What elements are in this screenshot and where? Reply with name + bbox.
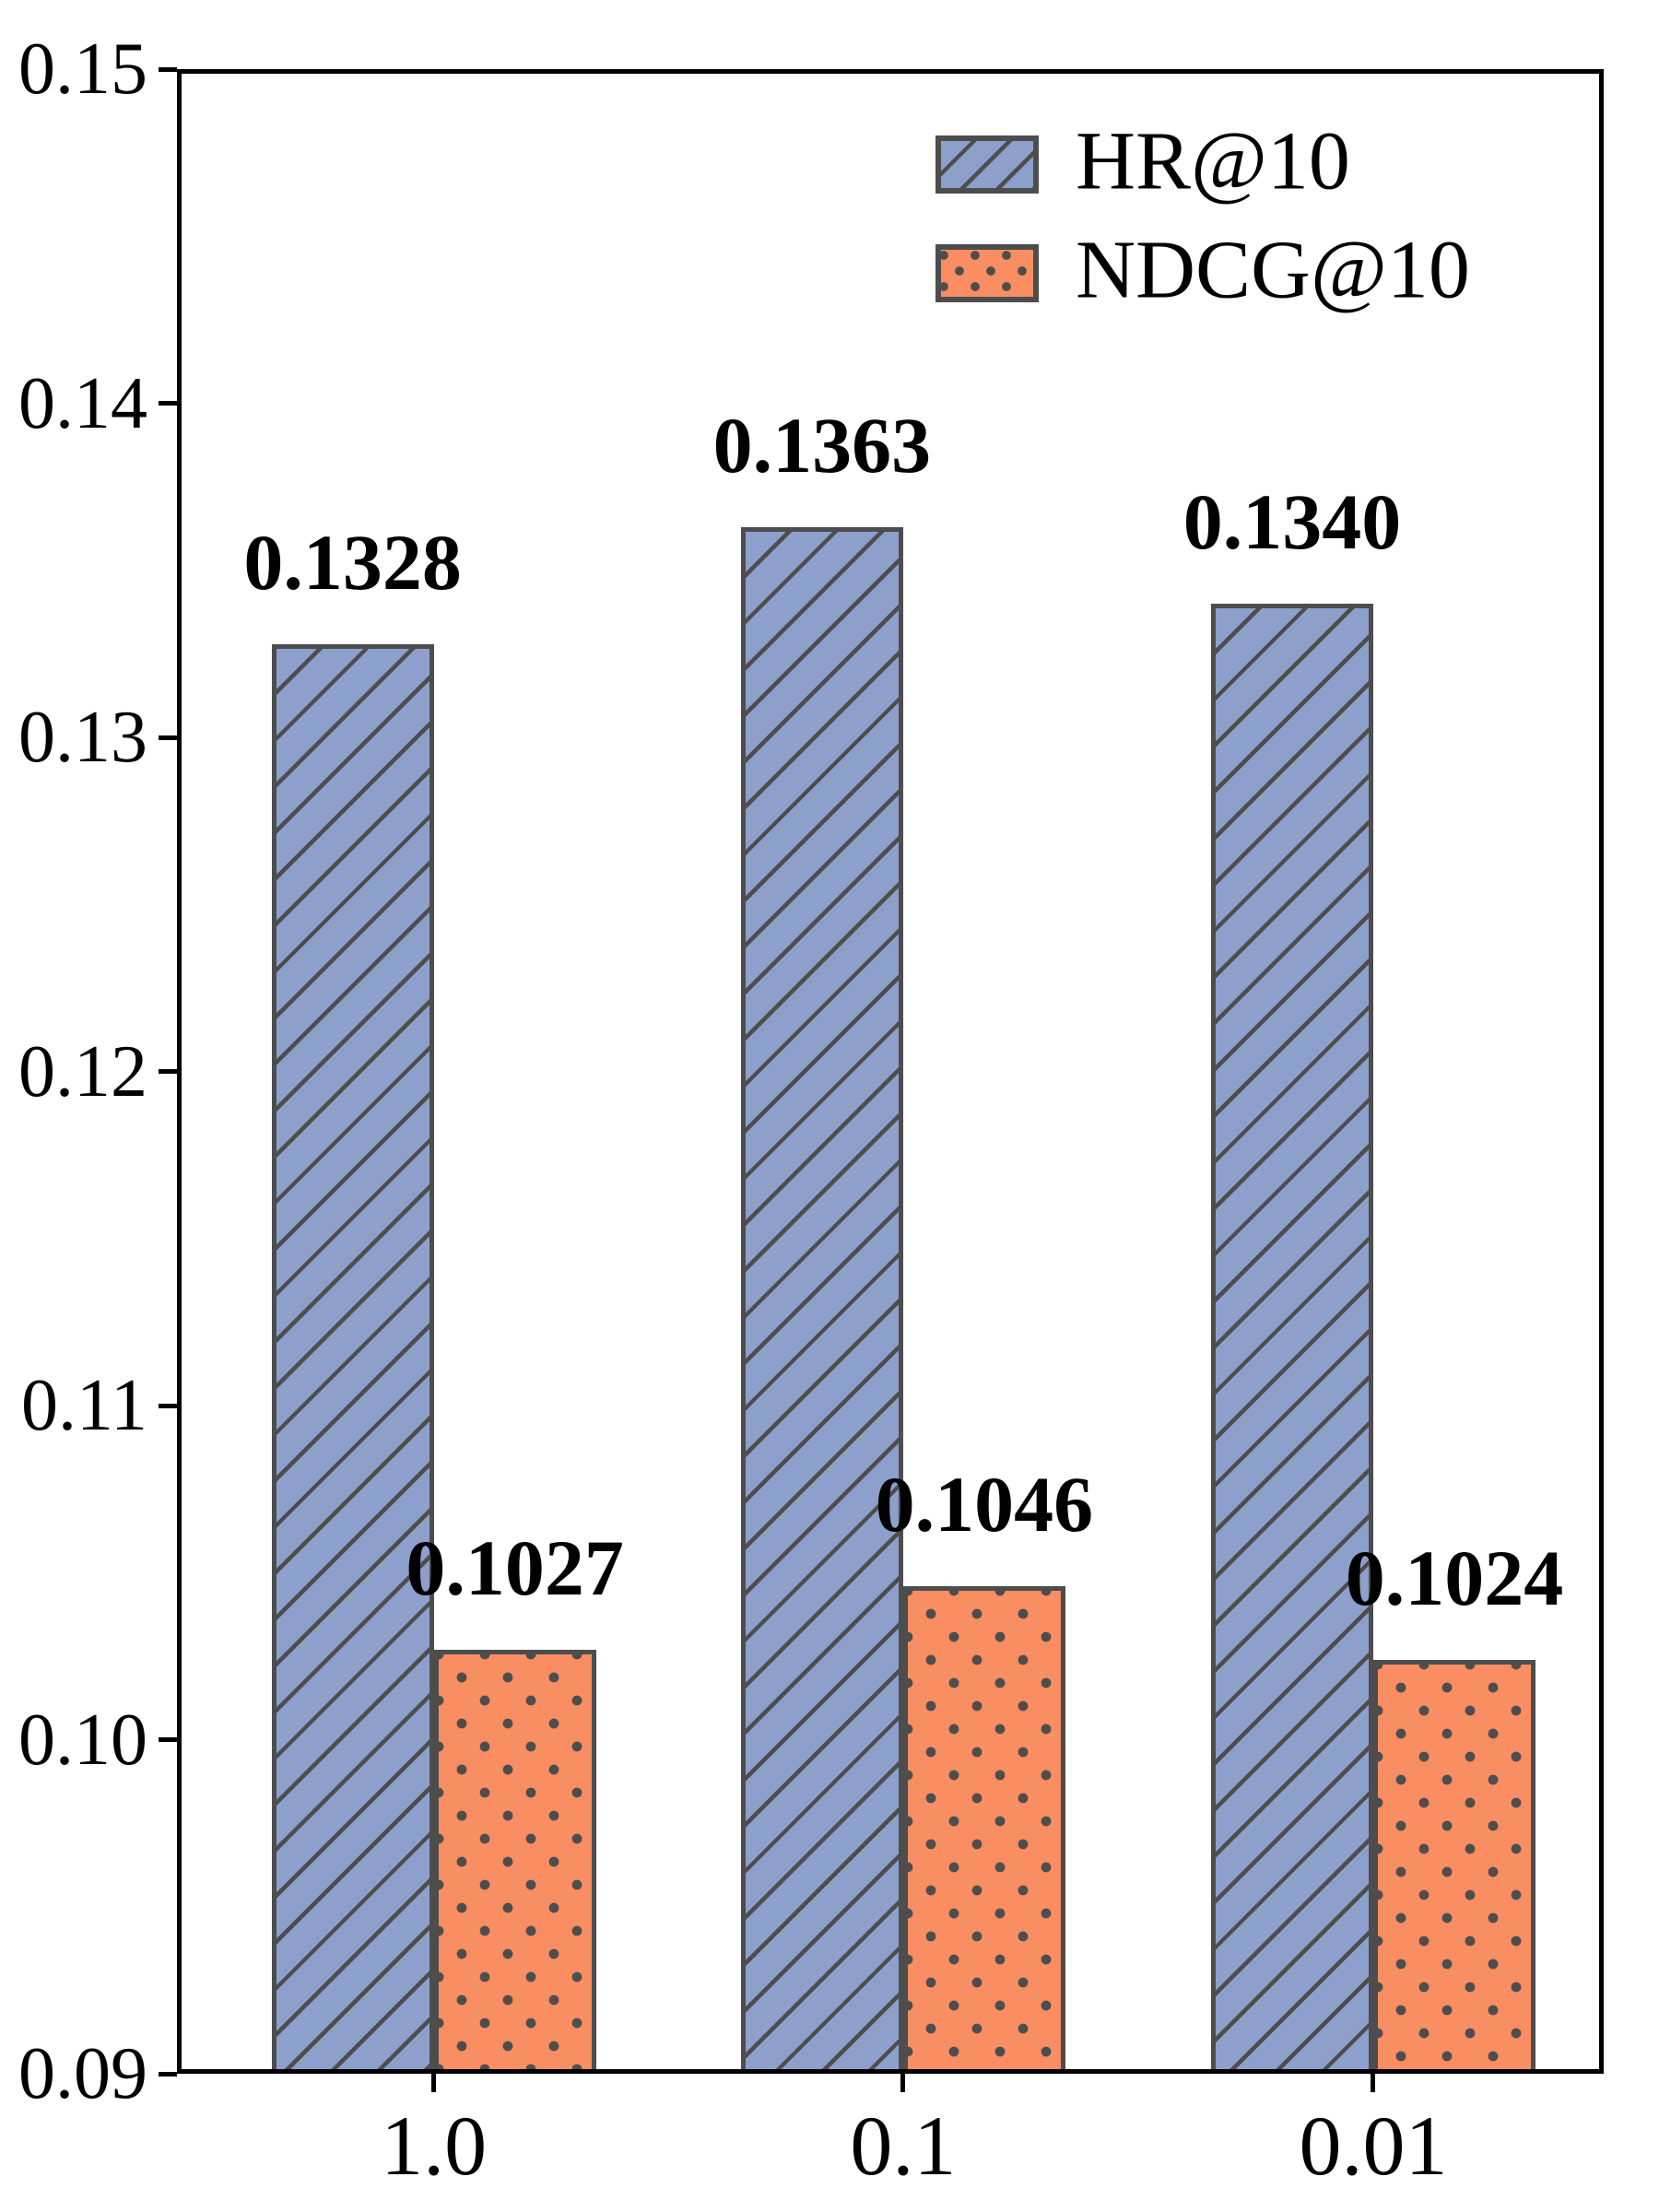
x-tick-label-0.1: 0.1 [850,2099,957,2193]
y-tick-label: 0.12 [18,1030,147,1112]
x-tick-label-0.01: 0.01 [1299,2099,1448,2193]
bar-hr10-1.0 [271,643,434,2071]
bar-ndcg10-0.01 [1372,1659,1535,2071]
bar-ndcg10-1.0 [433,1649,596,2071]
bar-value-label: 0.1340 [1182,477,1402,566]
legend-swatch-ndcg10 [935,244,1039,302]
y-tick-label: 0.09 [18,2033,147,2114]
x-tick-mark [900,2074,906,2092]
y-tick-mark [159,1737,177,1742]
bar-value-label: 0.1328 [243,517,462,606]
y-tick-label: 0.14 [18,362,147,444]
bar-value-label: 0.1024 [1345,1533,1564,1622]
bar-value-label: 0.1046 [875,1459,1094,1548]
bar-hr10-0.01 [1210,604,1373,2071]
y-tick-label: 0.10 [18,1699,147,1781]
bar-ndcg10-0.1 [902,1585,1065,2071]
x-tick-mark [431,2074,437,2092]
y-tick-mark [159,1403,177,1408]
y-tick-label: 0.13 [18,697,147,778]
y-tick-label: 0.11 [20,1365,147,1446]
bar-value-label: 0.1027 [406,1523,624,1612]
y-tick-mark [159,1069,177,1074]
y-tick-mark [159,66,177,72]
y-tick-label: 0.15 [18,29,147,110]
legend-swatch-hr10 [935,135,1039,194]
y-tick-mark [159,2071,177,2077]
y-tick-mark [159,401,177,406]
y-tick-mark [159,735,177,740]
x-tick-label-1.0: 1.0 [381,2099,488,2193]
bar-value-label: 0.1363 [712,400,932,489]
legend-label-ndcg10: NDCG@10 [1076,223,1470,315]
bar-hr10-0.1 [740,526,903,2071]
legend-label-hr10: HR@10 [1076,114,1350,206]
x-tick-mark [1371,2074,1376,2092]
